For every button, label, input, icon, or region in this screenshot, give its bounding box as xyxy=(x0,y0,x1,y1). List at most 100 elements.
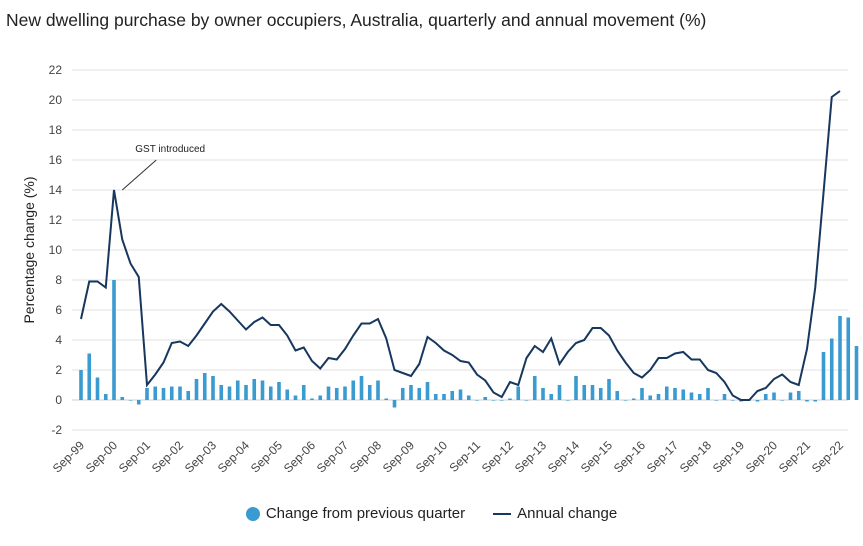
y-tick-label: 20 xyxy=(49,93,63,107)
bar-quarterly-change xyxy=(310,398,314,400)
bar-quarterly-change xyxy=(681,389,686,400)
y-tick-label: 22 xyxy=(49,63,63,77)
bar-quarterly-change xyxy=(532,376,537,400)
x-tick-label: Sep-20 xyxy=(743,438,780,475)
bar-quarterly-change xyxy=(623,400,628,401)
x-tick-label: Sep-11 xyxy=(446,438,483,475)
bar-quarterly-change xyxy=(541,388,545,400)
bar-quarterly-change xyxy=(103,394,108,400)
annotation-leader xyxy=(121,159,157,191)
x-tick-label: Sep-13 xyxy=(512,438,549,475)
bar-quarterly-change xyxy=(128,400,133,401)
x-tick-label: Sep-10 xyxy=(413,438,450,475)
bar-quarterly-change xyxy=(722,394,727,400)
bar-quarterly-change xyxy=(334,388,339,400)
bar-quarterly-change xyxy=(244,385,248,400)
y-tick-label: 8 xyxy=(55,273,62,287)
bar-quarterly-change xyxy=(260,380,265,400)
x-tick-label: Sep-07 xyxy=(314,438,351,475)
bar-quarterly-change xyxy=(788,392,793,400)
bar-quarterly-change xyxy=(673,388,677,400)
bar-quarterly-change xyxy=(202,373,207,400)
bar-quarterly-change xyxy=(805,400,809,402)
bar-quarterly-change xyxy=(582,385,587,400)
y-tick-label: 2 xyxy=(55,363,62,377)
y-tick-label: 10 xyxy=(49,243,63,257)
x-tick-label: Sep-02 xyxy=(149,438,186,475)
bar-quarterly-change xyxy=(145,388,149,400)
legend-item-line[interactable]: Annual change xyxy=(493,505,617,522)
annual-change-line xyxy=(80,90,841,401)
bar-quarterly-change xyxy=(475,400,479,401)
bar-quarterly-change xyxy=(780,400,785,401)
bar-quarterly-change xyxy=(656,394,661,400)
chart-title: New dwelling purchase by owner occupiers… xyxy=(6,10,707,30)
bar-quarterly-change xyxy=(326,386,331,400)
bar-quarterly-change xyxy=(285,389,290,400)
y-tick-label: 16 xyxy=(49,153,63,167)
bar-quarterly-change xyxy=(227,386,232,400)
bar-quarterly-change xyxy=(161,388,166,400)
y-tick-label: 4 xyxy=(55,333,62,347)
bar-quarterly-change xyxy=(301,385,306,400)
y-tick-label: 0 xyxy=(55,393,62,407)
bar-quarterly-change xyxy=(664,386,669,400)
bar-quarterly-change xyxy=(120,397,125,400)
legend-bar-label: Change from previous quarter xyxy=(265,505,466,522)
y-axis-label: Percentage change (%) xyxy=(21,176,37,323)
bar-quarterly-change xyxy=(318,395,323,400)
x-tick-label: Sep-08 xyxy=(347,438,384,475)
bar-quarterly-change xyxy=(508,398,512,400)
bar-quarterly-change xyxy=(524,400,529,401)
y-tick-label: -2 xyxy=(51,423,62,437)
bar-quarterly-change xyxy=(186,391,191,400)
bar-quarterly-change xyxy=(409,385,413,400)
bar-quarterly-change xyxy=(425,382,430,400)
bar-quarterly-change xyxy=(194,379,199,400)
bar-quarterly-change xyxy=(400,388,405,400)
annotation-label: GST introduced xyxy=(135,144,205,155)
x-tick-label: Sep-14 xyxy=(545,438,582,475)
legend-line-swatch xyxy=(493,512,512,515)
bar-quarterly-change xyxy=(838,316,842,400)
x-tick-label: Sep-06 xyxy=(281,438,318,475)
bar-quarterly-change xyxy=(796,391,801,400)
bar-quarterly-change xyxy=(442,394,446,400)
bar-quarterly-change xyxy=(235,380,240,400)
x-tick-label: Sep-15 xyxy=(578,438,615,475)
bar-quarterly-change xyxy=(615,391,620,400)
bar-quarterly-change xyxy=(689,392,694,400)
y-tick-label: 18 xyxy=(49,123,63,137)
bar-quarterly-change xyxy=(772,392,776,400)
bar-quarterly-change xyxy=(755,400,760,402)
bar-quarterly-change xyxy=(351,380,356,400)
bar-quarterly-change xyxy=(763,394,768,400)
bar-quarterly-change xyxy=(499,400,504,401)
x-tick-label: Sep-12 xyxy=(479,438,516,475)
x-tick-label: Sep-19 xyxy=(710,438,747,475)
bar-quarterly-change xyxy=(359,376,364,400)
x-tick-label: Sep-17 xyxy=(644,438,681,475)
bar-quarterly-change xyxy=(376,380,380,400)
bar-quarterly-change xyxy=(598,388,603,400)
bar-quarterly-change xyxy=(343,386,347,400)
bar-quarterly-change xyxy=(169,386,174,400)
bar-quarterly-change xyxy=(557,385,562,400)
bar-quarterly-change xyxy=(136,400,141,405)
legend: Change from previous quarter Annual chan… xyxy=(0,505,863,522)
bar-quarterly-change xyxy=(706,388,710,400)
bar-quarterly-change xyxy=(293,395,298,400)
x-axis-ticks: Sep-99Sep-00Sep-01Sep-02Sep-03Sep-04Sep-… xyxy=(50,438,846,475)
legend-item-bars[interactable]: Change from previous quarter xyxy=(245,505,466,522)
bar-quarterly-change xyxy=(574,376,578,400)
bar-quarterly-change xyxy=(516,386,521,400)
bar-quarterly-change xyxy=(829,338,834,400)
bar-quarterly-change xyxy=(219,385,224,400)
y-tick-label: 14 xyxy=(49,183,63,197)
bar-quarterly-change xyxy=(95,377,100,400)
bar-quarterly-change xyxy=(112,280,116,400)
bar-quarterly-change xyxy=(590,385,595,400)
x-tick-label: Sep-01 xyxy=(116,438,153,475)
x-tick-label: Sep-16 xyxy=(611,438,648,475)
bar-quarterly-change xyxy=(211,376,215,400)
